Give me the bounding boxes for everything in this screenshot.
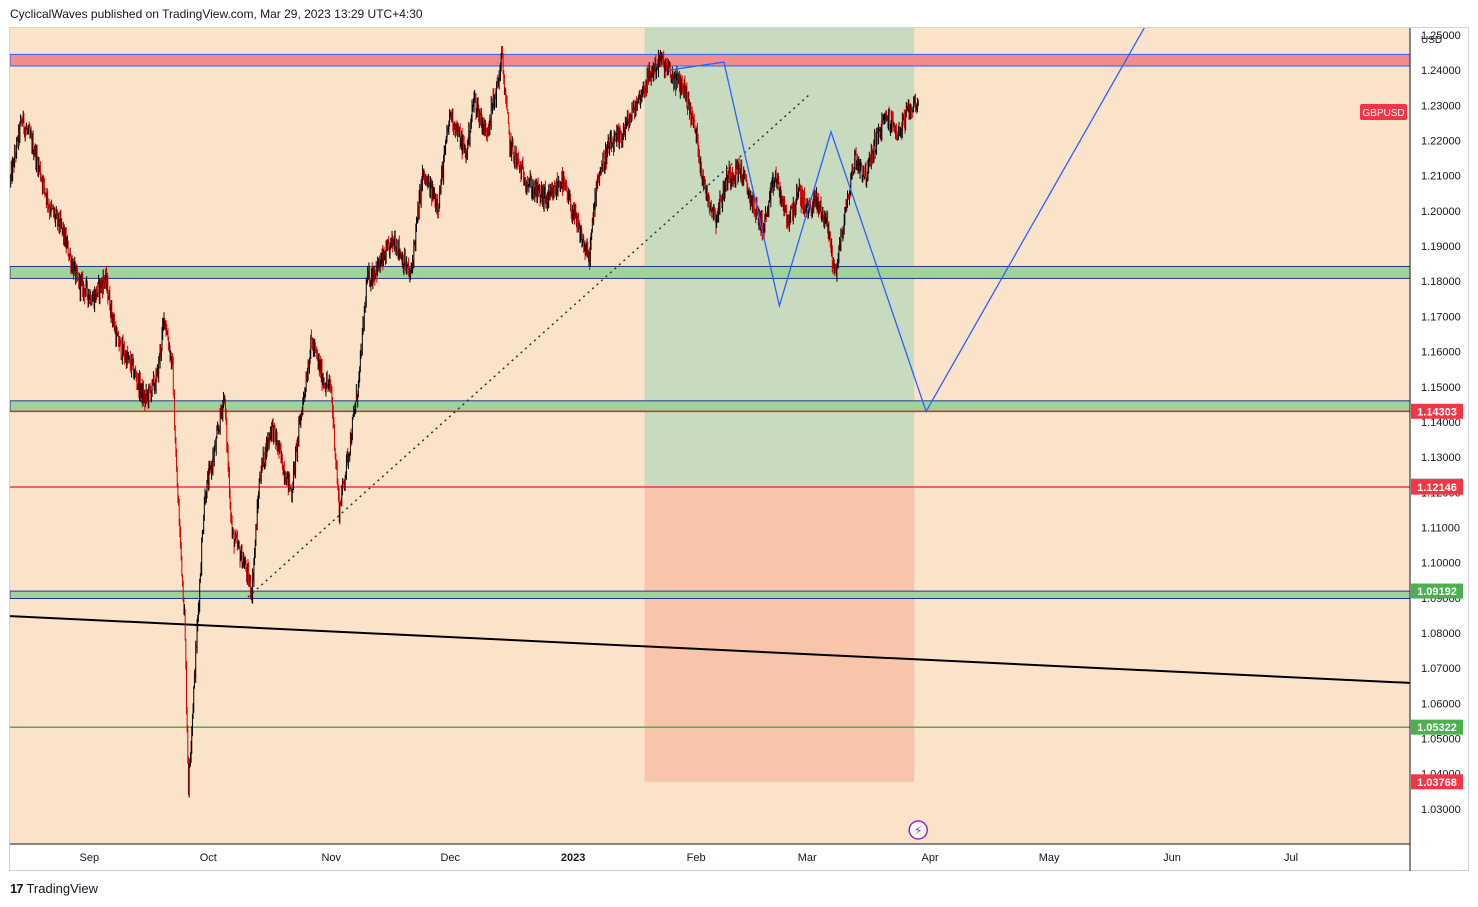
price-axis-label-text: 1.09192	[1417, 586, 1457, 598]
footer-brand[interactable]: TradingView	[26, 881, 99, 896]
price-axis-label: 1.14303	[1411, 403, 1463, 419]
y-tick-label: 1.17000	[1421, 311, 1461, 323]
projection-path	[668, 28, 1145, 413]
support-resistance-zone-0	[10, 53, 1410, 67]
price-axis-label-bg	[1411, 719, 1463, 735]
symbol-badge: GBPUSD	[1360, 104, 1407, 120]
footer: 17 TradingView	[10, 881, 98, 896]
price-axis-label: 1.05322	[1411, 719, 1463, 735]
x-tick-label: Jul	[1284, 852, 1298, 864]
price-axis-label: 1.12146	[1411, 479, 1463, 495]
x-tick-label: 2023	[561, 852, 585, 864]
x-tick-label: Apr	[922, 852, 939, 864]
price-axis-label-text: 1.12146	[1417, 482, 1457, 494]
price-axis-label-bg	[1411, 479, 1463, 495]
y-tick-label: 1.21000	[1421, 171, 1461, 183]
y-tick-label: 1.07000	[1421, 663, 1461, 675]
plot-layer	[10, 28, 1410, 798]
y-tick-label: 1.22000	[1421, 136, 1461, 148]
price-axis-label-text: 1.14303	[1417, 406, 1457, 418]
x-tick-label: Oct	[200, 852, 217, 864]
price-axis-label-text: 1.03768	[1417, 777, 1457, 789]
support-resistance-zone-3	[10, 590, 1410, 599]
tradingview-logo-icon[interactable]: 17	[10, 881, 24, 896]
y-tick-label: 1.11000	[1421, 522, 1460, 534]
symbol-label: GBPUSD	[1362, 108, 1404, 119]
position-loss-zone	[644, 487, 915, 782]
x-tick-label: Nov	[321, 852, 341, 864]
candles-group	[10, 45, 919, 798]
x-tick-label: Dec	[440, 852, 460, 864]
event-marker-icon	[908, 820, 928, 840]
price-axis-label-text: 1.05322	[1417, 722, 1457, 734]
y-tick-label: 1.14000	[1421, 417, 1461, 429]
lightning-icon: ⚡	[914, 824, 922, 838]
y-tick-label: 1.15000	[1421, 382, 1461, 394]
x-tick-label: Feb	[687, 852, 706, 864]
y-tick-label: 1.23000	[1421, 100, 1461, 112]
y-tick-label: 1.20000	[1421, 206, 1461, 218]
y-tick-label: 1.08000	[1421, 628, 1461, 640]
y-tick-label: 1.19000	[1421, 241, 1461, 253]
y-tick-label: 1.06000	[1421, 698, 1461, 710]
chart-frame	[9, 27, 1469, 871]
y-tick-label: 1.10000	[1421, 558, 1461, 570]
y-tick-label: 1.25000	[1421, 30, 1461, 42]
attribution-text: CyclicalWaves published on TradingView.c…	[10, 7, 423, 21]
y-tick-label: 1.16000	[1421, 347, 1461, 359]
price-axis-label-bg	[1411, 583, 1463, 599]
trendline-black	[10, 615, 1410, 684]
price-axis-label-bg	[1411, 403, 1463, 419]
symbol-badge-bg	[1360, 104, 1407, 120]
price-axis-label: 1.03768	[1411, 774, 1463, 790]
support-resistance-zone-1	[10, 265, 1410, 279]
y-tick-label: 1.03000	[1421, 804, 1461, 816]
x-tick-label: Sep	[80, 852, 100, 864]
x-tick-label: Mar	[798, 852, 817, 864]
y-tick-label: 1.18000	[1421, 276, 1461, 288]
x-tick-label: Jun	[1163, 852, 1181, 864]
y-tick-label: 1.24000	[1421, 65, 1461, 77]
currency-label: USD	[1421, 35, 1442, 46]
price-axis-label-bg	[1411, 774, 1463, 790]
y-tick-label: 1.05000	[1421, 733, 1461, 745]
y-tick-label: 1.13000	[1421, 452, 1461, 464]
price-axis-label: 1.09192	[1411, 583, 1463, 599]
x-tick-label: May	[1039, 852, 1060, 864]
